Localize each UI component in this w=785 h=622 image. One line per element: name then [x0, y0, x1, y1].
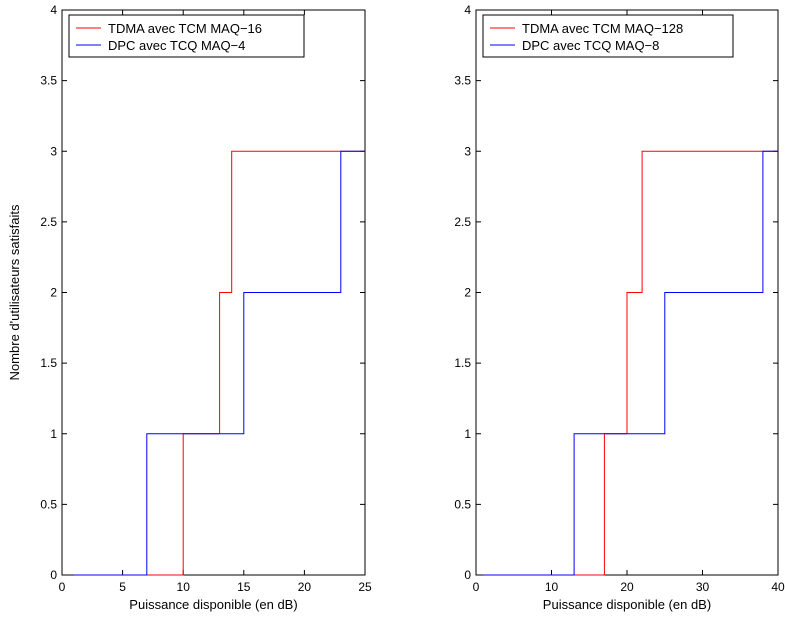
chart-panel-1: 0 5 10 15 20 25 0 0.5 1 1.5 2 2.5 3 3.5 4 Puissance dis… [7, 3, 372, 612]
y-tick-label: 4 [464, 3, 471, 17]
legend-box [68, 14, 305, 58]
y-tick-label: 1 [464, 427, 471, 441]
x-tick-label: 30 [696, 580, 710, 594]
legend: TDMA avec TCM MAQ−128 DPC avec TCQ MAQ−8 [482, 14, 734, 58]
y-tick-label: 0 [50, 568, 57, 582]
x-tick-label: 0 [473, 580, 480, 594]
legend-entry: DPC avec TCQ MAQ−8 [522, 38, 659, 53]
series-line-tdma [483, 150, 778, 576]
y-tick-label: 2.5 [454, 215, 471, 229]
x-tick-label: 0 [59, 580, 66, 594]
y-tick-label: 3 [464, 144, 471, 158]
y-tick-label: 0.5 [40, 497, 57, 511]
chart-panel-2: 0 10 20 30 40 0 0.5 1 1.5 2 2.5 3 3.5 4 Puissance disp… [454, 3, 785, 612]
y-tick-label: 1.5 [454, 356, 471, 370]
series-line-dpc [74, 150, 365, 576]
x-tick-label: 40 [771, 580, 785, 594]
y-tick-label: 3.5 [40, 74, 57, 88]
legend-entry: DPC avec TCQ MAQ−4 [108, 38, 245, 53]
y-tick-label: 2 [464, 286, 471, 300]
y-tick-label: 0.5 [454, 497, 471, 511]
x-tick-label: 10 [545, 580, 559, 594]
legend-box [482, 14, 734, 58]
series-line-tdma [74, 150, 365, 576]
x-tick-label: 25 [358, 580, 372, 594]
x-tick-label: 5 [119, 580, 126, 594]
y-tick-label: 2 [50, 286, 57, 300]
y-tick-label: 1.5 [40, 356, 57, 370]
legend: TDMA avec TCM MAQ−16 DPC avec TCQ MAQ−4 [68, 14, 305, 58]
y-tick-label: 4 [50, 3, 57, 17]
y-tick-label: 2.5 [40, 215, 57, 229]
series-line-dpc [483, 150, 778, 576]
y-tick-label: 0 [464, 568, 471, 582]
legend-entry: TDMA avec TCM MAQ−16 [108, 21, 262, 36]
y-tick-label: 3 [50, 144, 57, 158]
x-tick-label: 10 [177, 580, 191, 594]
x-tick-label: 20 [298, 580, 312, 594]
y-tick-label: 3.5 [454, 74, 471, 88]
x-tick-label: 20 [620, 580, 634, 594]
legend-entry: TDMA avec TCM MAQ−128 [522, 21, 683, 36]
x-tick-label: 15 [237, 580, 251, 594]
x-axis-label: Puissance disponible (en dB) [543, 597, 711, 612]
y-tick-label: 1 [50, 427, 57, 441]
y-axis-label: Nombre d'utilisateurs satisfaits [7, 204, 22, 380]
x-axis-label: Puissance disponible (en dB) [129, 597, 297, 612]
